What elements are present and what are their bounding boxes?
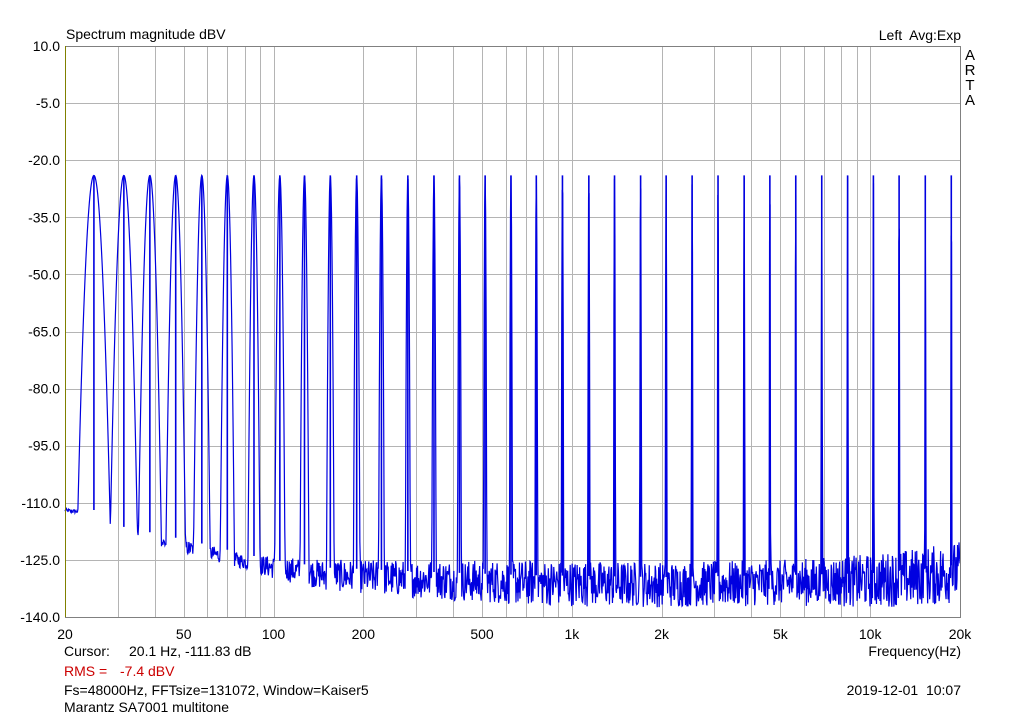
arta-brand: A R T A (963, 48, 977, 108)
x-tick-label: 10k (859, 626, 883, 640)
x-tick-labels: 20 50 100 200 500 1k 2k 5k 10k 20k (57, 626, 972, 640)
spectrum-trace (64, 173, 961, 608)
cursor-label: Cursor: (64, 643, 110, 659)
brand-letter: A (964, 92, 975, 109)
x-tick-label: 20k (949, 626, 973, 640)
noise-floor-trace (64, 173, 961, 608)
x-tick-label: 200 (352, 626, 376, 640)
analysis-settings: Fs=48000Hz, FFTsize=131072, Window=Kaise… (64, 682, 369, 698)
rms-value: -7.4 dBV (120, 663, 175, 679)
x-tick-label: 2k (654, 626, 670, 640)
y-tick-label: -35.0 (28, 209, 60, 225)
chart-title: Spectrum magnitude dBV (66, 26, 226, 42)
measurement-note: Marantz SA7001 multitone (64, 699, 229, 715)
rms-label: RMS = (64, 663, 108, 679)
brand-letter: A (964, 47, 975, 64)
x-axis-label: Frequency(Hz) (868, 643, 961, 659)
x-tick-label: 20 (57, 626, 73, 640)
y-tick-label: -50.0 (28, 266, 60, 282)
y-tick-label: -95.0 (28, 438, 60, 454)
y-tick-label: -140.0 (20, 609, 60, 625)
x-tick-label: 1k (564, 626, 580, 640)
brand-letter: T (965, 77, 975, 94)
x-tick-label: 500 (470, 626, 494, 640)
brand-letter: R (964, 62, 976, 79)
y-tick-labels: 10.0 -5.0 -20.0 -35.0 -50.0 -65.0 -80.0 -95.0 -1… (20, 38, 60, 625)
channel-avg-mode: Left Avg:Exp (878, 27, 961, 43)
y-tick-label: -125.0 (20, 552, 60, 568)
x-tick-label: 5k (773, 626, 789, 640)
y-tick-label: -20.0 (28, 152, 60, 168)
y-tick-label: -5.0 (36, 95, 60, 111)
spectrum-chart[interactable]: 10.0 -5.0 -20.0 -35.0 -50.0 -65.0 -80.0 -95.0 -1… (0, 0, 1024, 640)
cursor-readout: 20.1 Hz, -111.83 dB (129, 643, 252, 659)
x-tick-label: 50 (176, 626, 192, 640)
y-tick-label: -65.0 (28, 324, 60, 340)
x-tick-label: 100 (262, 626, 286, 640)
y-tick-label: 10.0 (33, 38, 60, 54)
y-tick-label: -80.0 (28, 381, 60, 397)
measurement-datetime: 2019-12-01 10:07 (846, 682, 961, 698)
y-tick-label: -110.0 (21, 495, 60, 511)
